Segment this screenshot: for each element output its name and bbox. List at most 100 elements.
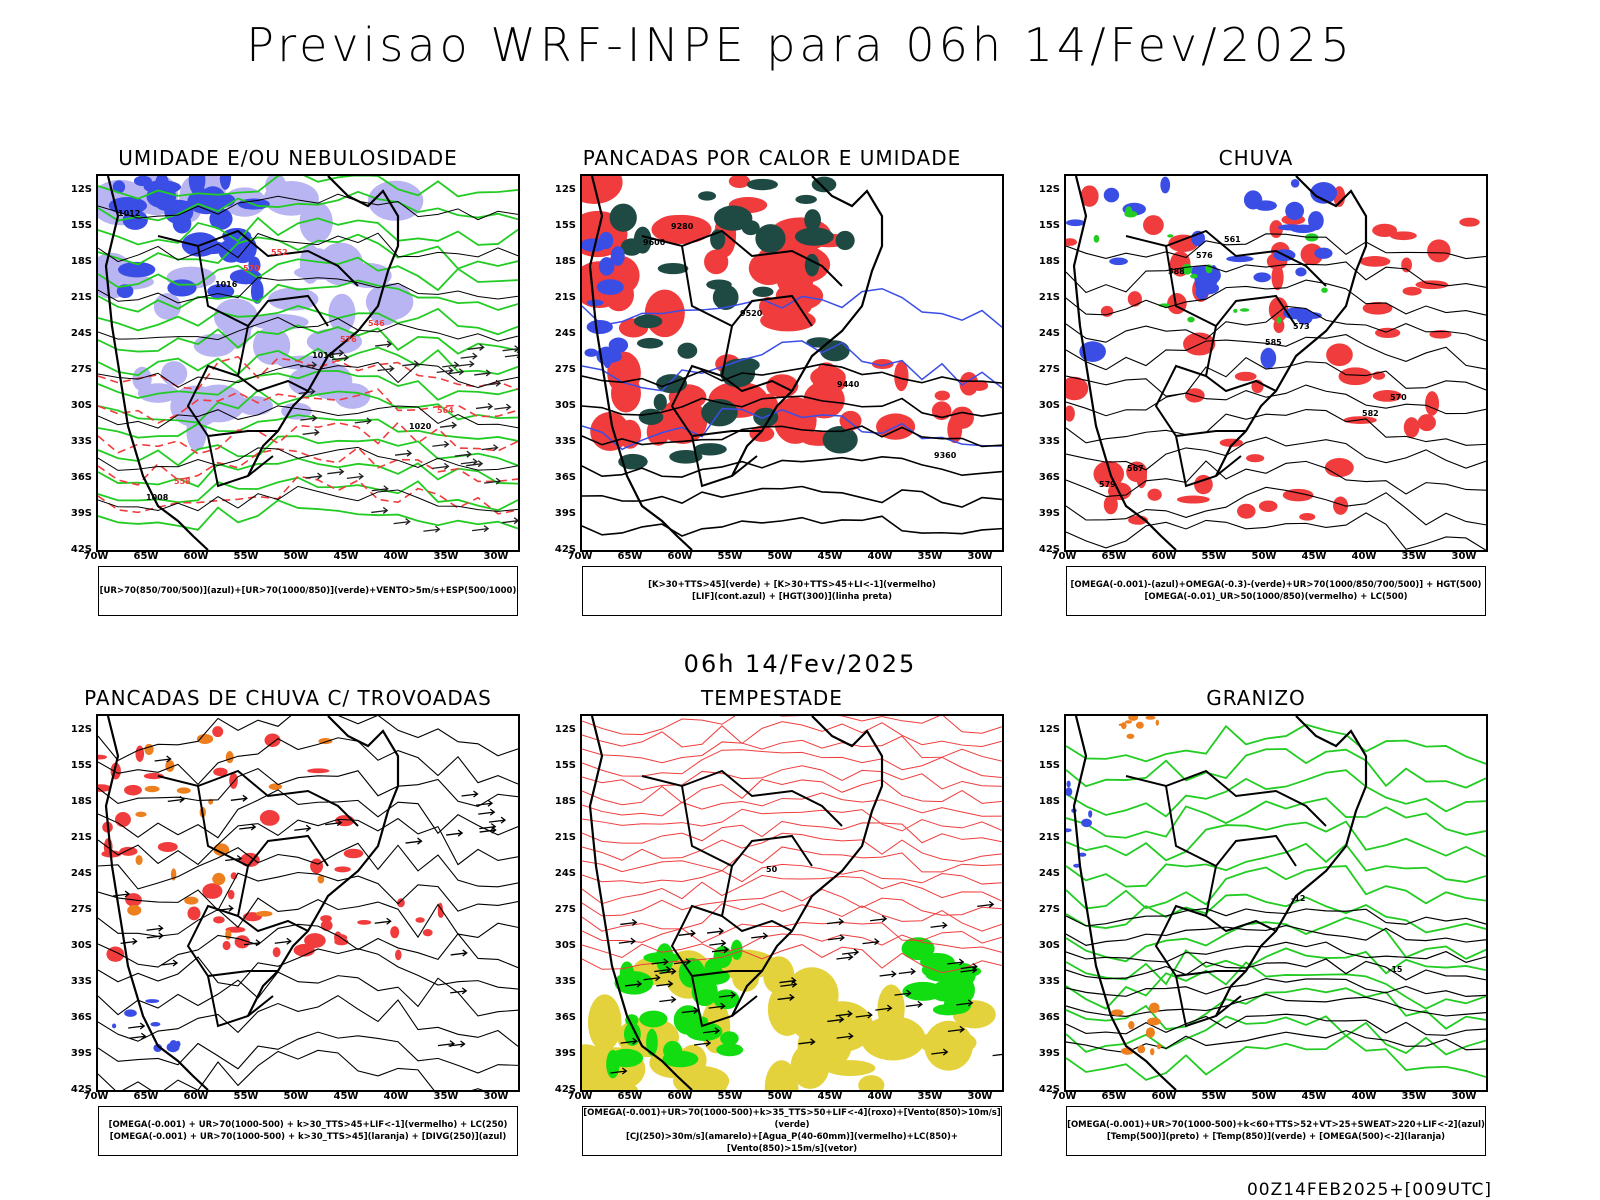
wind-850-vector — [779, 977, 797, 985]
lat-tick-label: 42S — [554, 544, 576, 555]
temp-850-contour — [1066, 865, 1486, 910]
map-legend: [OMEGA(-0.001)+UR>70(1000-500)+k>35_TTS>… — [582, 1106, 1002, 1156]
lon-tick-label: 50W — [767, 1091, 793, 1102]
omega-strong-area — [1187, 316, 1195, 323]
thunderstorm-area — [320, 915, 332, 922]
temp-850-contour — [1066, 723, 1486, 765]
lat-tick-label: 15S — [1038, 220, 1060, 231]
temp-850-contour — [1066, 987, 1486, 1031]
humidity-low-contour — [98, 414, 518, 442]
lat-tick-label: 21S — [1038, 292, 1060, 303]
wind-850-area — [921, 960, 966, 980]
lat-tick-label: 18S — [554, 256, 576, 267]
precipitable-water-contour — [582, 874, 1002, 905]
humidity-upper-area — [334, 383, 371, 409]
omega-strong-area — [1167, 234, 1174, 238]
streamline-arrow — [325, 819, 343, 827]
lat-tick-label: 36S — [554, 1012, 576, 1023]
omega-500-area — [1137, 1045, 1146, 1054]
precipitable-water-contour — [582, 832, 1002, 863]
precipitable-water-contour — [582, 922, 1002, 944]
shower-area — [144, 785, 160, 793]
legend-line: [OMEGA(-0.001)+UR>70(1000-500)+k>35_TTS>… — [583, 1108, 1001, 1130]
lat-tick-label: 24S — [554, 868, 576, 879]
pressure-contour — [98, 276, 518, 304]
wind-vector — [302, 428, 320, 436]
wind-850-vector — [659, 996, 677, 1004]
omega-area — [1160, 176, 1171, 194]
wind-850-area — [932, 1004, 963, 1016]
omega-500-area — [1124, 720, 1132, 724]
shower-area — [256, 910, 273, 917]
thunderstorm-area — [229, 772, 238, 789]
lat-tick-label: 12S — [1038, 184, 1060, 195]
lat-tick-label: 27S — [554, 364, 576, 375]
omega-500-area — [1110, 1009, 1124, 1016]
weather-map: -12 -15 — [1066, 716, 1486, 1090]
lat-tick-label: 12S — [554, 184, 576, 195]
contour-label: 561 — [1224, 235, 1241, 244]
wind-vector — [460, 458, 479, 466]
rain-area — [1362, 301, 1393, 315]
lat-tick-label: 33S — [554, 436, 576, 447]
lon-tick-label: 30W — [967, 551, 993, 562]
humidity-low-contour — [98, 389, 518, 424]
convection-li-area — [894, 361, 909, 392]
lat-tick-label: 21S — [1038, 832, 1060, 843]
precipitable-water-contour — [582, 846, 1002, 873]
thunderstorm-area — [396, 898, 405, 908]
lat-tick-label: 39S — [70, 1048, 92, 1059]
rain-area — [1324, 458, 1354, 478]
humidity-low-contour — [98, 369, 518, 401]
lat-tick-label: 42S — [1038, 1084, 1060, 1095]
lat-tick-label: 30S — [554, 400, 576, 411]
convection-area — [677, 342, 698, 359]
wind-850-area — [945, 974, 975, 1006]
contour-label: 552 — [271, 248, 288, 257]
lat-tick-label: 27S — [70, 904, 92, 915]
humidity-low-contour — [98, 305, 518, 336]
pressure-contour — [98, 405, 518, 429]
contour-label: 573 — [1293, 322, 1310, 331]
humidity-high-area — [219, 176, 232, 190]
streamline — [98, 789, 518, 839]
omega-500-area — [1135, 721, 1144, 729]
convection-area — [713, 205, 753, 231]
rain-area — [1359, 256, 1391, 267]
panel-title: PANCADAS POR CALOR E UMIDADE — [582, 146, 962, 170]
thunderstorm-area — [437, 909, 444, 918]
wind-vector — [305, 472, 323, 480]
wind-vector — [457, 360, 475, 368]
wind-850-vector — [862, 938, 880, 946]
lon-tick-label: 60W — [183, 551, 209, 562]
wind-850-area — [646, 1028, 658, 1056]
contour-label: 567 — [1127, 464, 1144, 473]
country-borders — [641, 229, 843, 488]
height-300-contour — [582, 515, 1002, 537]
height-300-contour — [582, 363, 1002, 388]
lon-tick-label: 40W — [383, 551, 409, 562]
page-title: Previsao WRF-INPE para 06h 14/Fev/2025 — [246, 18, 1354, 72]
precipitable-water-contour — [582, 888, 1002, 917]
legend-line: [UR>70(850/700/500)](azul)+[UR>70(1000/8… — [99, 586, 517, 596]
lifted-index-contour — [582, 287, 1002, 328]
wind-850-vector — [842, 948, 860, 956]
streamline — [98, 716, 518, 762]
wind-850-vector — [643, 974, 661, 982]
convection-area — [835, 230, 855, 251]
convection-area — [733, 357, 760, 373]
map-frame: 50 — [580, 714, 1004, 1092]
wind-850-area — [730, 939, 743, 960]
convection-li-area — [582, 176, 623, 205]
omega-area — [1253, 272, 1271, 283]
lon-tick-label: 40W — [1351, 1091, 1377, 1102]
lon-tick-label: 65W — [133, 1091, 159, 1102]
convection-area — [746, 178, 778, 191]
lat-tick-label: 33S — [554, 976, 576, 987]
streamline-arrow — [274, 937, 292, 945]
humidity-low-contour — [98, 346, 518, 377]
thunderstorm-area — [119, 846, 138, 856]
shower-area — [225, 929, 232, 940]
humidity-upper-area — [288, 368, 324, 396]
lon-tick-label: 70W — [567, 1091, 593, 1102]
